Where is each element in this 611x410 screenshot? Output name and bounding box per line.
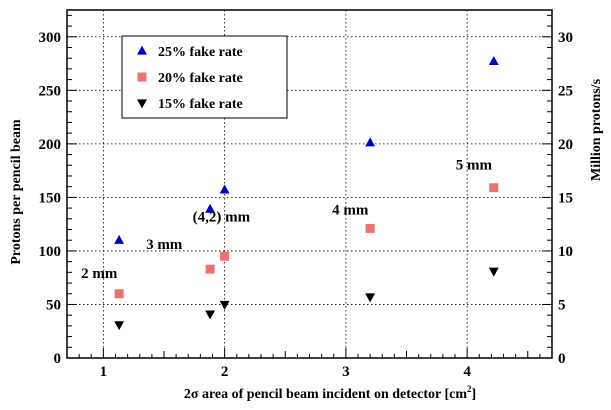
legend-marker — [137, 72, 147, 82]
legend-label: 20% fake rate — [158, 71, 243, 86]
triangle-down-marker — [205, 310, 216, 320]
x-axis-label-end: ] — [472, 387, 477, 402]
legend: 25% fake rate 20% fake rate 15% fake rate — [121, 35, 288, 119]
annotation-label: 3 mm — [146, 237, 183, 253]
x-axis-label-main: 2σ area of pencil beam incident on detec… — [184, 387, 467, 402]
x-tick-label: 3 — [342, 364, 350, 380]
legend-label: 15% fake rate — [158, 97, 243, 112]
y2-tick-label: 5 — [558, 297, 566, 313]
y2-tick-label: 15 — [558, 190, 573, 206]
x-tick-label: 2 — [221, 364, 229, 380]
y2-tick-label: 25 — [558, 83, 573, 99]
triangle-down-marker — [365, 293, 376, 303]
y-tick-label: 50 — [46, 297, 61, 313]
x-tick-label: 1 — [100, 364, 108, 380]
legend-box — [121, 35, 288, 119]
y-axis-label: Protons per pencil beam — [9, 119, 24, 265]
legend-marker — [137, 99, 147, 109]
annotations: 2 mm 3 mm (4,2) mm 4 mm 5 mm — [81, 158, 492, 282]
x-tick-label: 4 — [463, 364, 471, 380]
y-tick-label: 300 — [39, 30, 62, 46]
square-marker — [205, 264, 215, 274]
tick-labels: 1 2 3 4 0 50 100 150 200 250 300 0 5 10 15 20 25 30 — [39, 30, 574, 380]
square-marker — [365, 223, 375, 233]
triangle-up-marker — [219, 184, 230, 194]
y2-axis-label: Million protons/s — [589, 78, 604, 181]
y-tick-label: 150 — [39, 190, 62, 206]
y2-tick-label: 0 — [558, 351, 566, 367]
legend-label: 25% fake rate — [158, 45, 243, 60]
triangle-down-marker — [488, 267, 499, 277]
square-marker — [489, 183, 499, 193]
triangle-up-marker — [205, 203, 216, 213]
square-marker — [114, 289, 124, 299]
triangle-down-marker — [219, 300, 230, 310]
axis-ticks — [66, 14, 553, 359]
triangle-down-marker — [114, 321, 125, 331]
triangle-up-marker — [488, 55, 499, 65]
data-markers — [114, 55, 499, 331]
y-tick-label: 250 — [39, 83, 62, 99]
annotation-label: 4 mm — [332, 202, 369, 218]
x-axis-label-sup: 2 — [467, 384, 472, 394]
y-tick-label: 0 — [54, 351, 62, 367]
y2-tick-label: 10 — [558, 244, 573, 260]
annotation-label: 2 mm — [81, 266, 118, 282]
x-axis-label: 2σ area of pencil beam incident on detec… — [184, 384, 476, 402]
annotation-label: 5 mm — [456, 158, 493, 174]
triangle-up-marker — [114, 234, 125, 244]
y2-tick-label: 20 — [558, 137, 573, 153]
y2-tick-label: 30 — [558, 30, 573, 46]
legend-marker — [137, 45, 147, 55]
y-tick-label: 200 — [39, 137, 62, 153]
y-tick-label: 100 — [39, 244, 62, 260]
triangle-up-marker — [365, 137, 376, 147]
square-marker — [220, 251, 230, 261]
annotation-label: (4,2) mm — [193, 209, 251, 225]
